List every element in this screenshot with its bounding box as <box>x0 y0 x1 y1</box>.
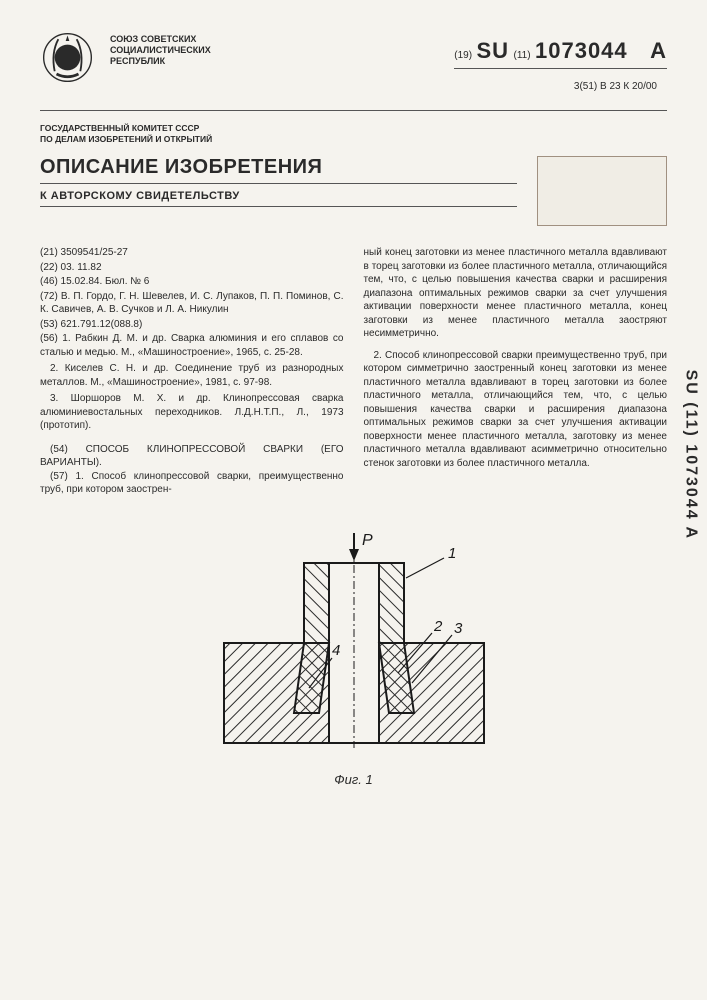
pub-prefix: (19) <box>454 50 472 61</box>
reference-3: 3. Шоршоров М. Х. и др. Клинопрессовая с… <box>40 392 344 433</box>
committee: ГОСУДАРСТВЕННЫЙ КОМИТЕТ СССР ПО ДЕЛАМ ИЗ… <box>40 123 667 144</box>
committee-line: ПО ДЕЛАМ ИЗОБРЕТЕНИЙ И ОТКРЫТИЙ <box>40 134 667 145</box>
divider <box>40 183 517 184</box>
document-title: ОПИСАНИЕ ИЗОБРЕТЕНИЯ <box>40 156 517 179</box>
abstract-p2: 2. Способ клинопрессовой сварки преимуще… <box>364 349 668 471</box>
page: СОЮЗ СОВЕТСКИХ СОЦИАЛИСТИЧЕСКИХ РЕСПУБЛИ… <box>0 0 707 1000</box>
field-22: (22) 03. 11.82 <box>40 261 344 275</box>
header-row: СОЮЗ СОВЕТСКИХ СОЦИАЛИСТИЧЕСКИХ РЕСПУБЛИ… <box>40 30 667 92</box>
divider <box>40 110 667 111</box>
label-P: P <box>362 532 373 549</box>
field-46: (46) 15.02.84. Бюл. № 6 <box>40 275 344 289</box>
pub-number-value: 1073044 <box>535 38 628 63</box>
union-line: СОЮЗ СОВЕТСКИХ <box>110 34 211 45</box>
ussr-emblem-icon <box>40 30 95 85</box>
pub-su: SU <box>476 38 509 63</box>
title-block: ОПИСАНИЕ ИЗОБРЕТЕНИЯ К АВТОРСКОМУ СВИДЕТ… <box>40 156 517 213</box>
committee-line: ГОСУДАРСТВЕННЫЙ КОМИТЕТ СССР <box>40 123 667 134</box>
union-name: СОЮЗ СОВЕТСКИХ СОЦИАЛИСТИЧЕСКИХ РЕСПУБЛИ… <box>110 30 211 66</box>
field-53: (53) 621.791.12(088.8) <box>40 318 344 332</box>
divider <box>454 68 667 69</box>
label-1: 1 <box>448 545 456 562</box>
body-columns: (21) 3509541/25-27 (22) 03. 11.82 (46) 1… <box>40 246 667 498</box>
figure-diagram: P 1 2 3 4 <box>184 523 524 763</box>
publication-number: (19) SU (11) 1073044 A 3(51) В 23 К 20/0… <box>454 30 667 92</box>
pub-suffix: A <box>650 38 667 63</box>
figure-caption: Фиг. 1 <box>40 772 667 787</box>
title-section: ОПИСАНИЕ ИЗОБРЕТЕНИЯ К АВТОРСКОМУ СВИДЕТ… <box>40 156 667 226</box>
side-publication-label: SU (11) 1073044 A <box>681 370 699 540</box>
right-column: ный конец заготовки из менее пластичного… <box>364 246 668 498</box>
divider <box>40 206 517 207</box>
union-line: СОЦИАЛИСТИЧЕСКИХ <box>110 45 211 56</box>
figure-1: P 1 2 3 4 Фиг. 1 <box>40 523 667 787</box>
abstract-p1: ный конец заготовки из менее пластичного… <box>364 246 668 341</box>
field-54: (54) СПОСОБ КЛИНОПРЕССОВОЙ СВАРКИ (ЕГО В… <box>40 443 344 470</box>
field-56: (56) 1. Рабкин Д. М. и др. Сварка алюмин… <box>40 332 344 359</box>
classification: 3(51) В 23 К 20/00 <box>454 81 667 92</box>
field-72: (72) В. П. Гордо, Г. Н. Шевелев, И. С. Л… <box>40 290 344 317</box>
document-subtitle: К АВТОРСКОМУ СВИДЕТЕЛЬСТВУ <box>40 190 517 202</box>
left-column: (21) 3509541/25-27 (22) 03. 11.82 (46) 1… <box>40 246 344 498</box>
union-line: РЕСПУБЛИК <box>110 56 211 67</box>
reference-2: 2. Киселев С. Н. и др. Соединение труб и… <box>40 362 344 389</box>
stamp-box <box>537 156 667 226</box>
label-3: 3 <box>454 620 463 637</box>
pub-11: (11) <box>514 50 531 61</box>
label-2: 2 <box>433 618 443 635</box>
field-57: (57) 1. Способ клинопрессовой сварки, пр… <box>40 470 344 497</box>
field-21: (21) 3509541/25-27 <box>40 246 344 260</box>
label-4: 4 <box>332 642 340 659</box>
